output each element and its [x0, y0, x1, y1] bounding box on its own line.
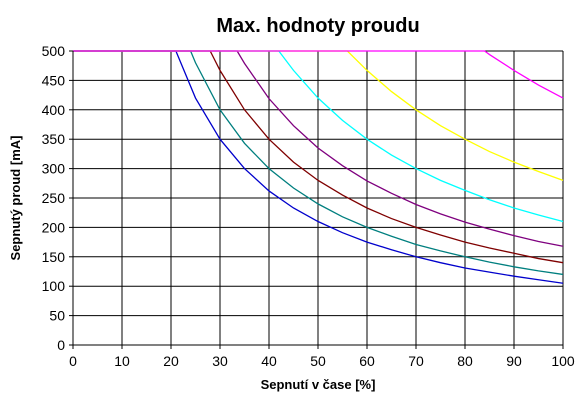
- y-tick-label: 200: [42, 219, 66, 235]
- x-axis-label: Sepnutí v čase [%]: [261, 377, 376, 392]
- series-line-3: [73, 50, 564, 264]
- y-tick-label: 150: [42, 249, 66, 265]
- axes: [69, 50, 564, 349]
- y-tick-labels: 0 50 100 150 200 250 300 350 400 450 500: [42, 43, 66, 353]
- x-tick-label: 40: [261, 353, 277, 369]
- series-line-5: [73, 50, 564, 223]
- y-tick-label: 350: [42, 131, 66, 147]
- y-tick-label: 100: [42, 278, 66, 294]
- series-group: [73, 50, 564, 284]
- y-tick-label: 450: [42, 72, 66, 88]
- x-tick-label: 30: [212, 353, 228, 369]
- series-line-7: [73, 50, 564, 99]
- series-line-2: [73, 50, 564, 276]
- series-line-4: [73, 50, 564, 247]
- x-tick-label: 0: [69, 353, 77, 369]
- y-axis-label: Sepnutý proud [mA]: [8, 136, 23, 261]
- y-tick-label: 400: [42, 102, 66, 118]
- y-tick-label: 50: [49, 308, 65, 324]
- series-line-1: [73, 50, 564, 284]
- x-tick-label: 100: [551, 353, 575, 369]
- y-tick-label: 500: [42, 43, 66, 59]
- x-tick-label: 10: [114, 353, 130, 369]
- x-tick-label: 60: [359, 353, 375, 369]
- series-line-6: [73, 50, 564, 181]
- y-tick-label: 250: [42, 190, 66, 206]
- chart-title: Max. hodnoty proudu: [216, 15, 419, 37]
- x-tick-label: 70: [408, 353, 424, 369]
- y-tick-label: 300: [42, 161, 66, 177]
- x-tick-label: 50: [310, 353, 326, 369]
- x-tick-label: 90: [506, 353, 522, 369]
- x-tick-label: 20: [163, 353, 179, 369]
- y-tick-label: 0: [57, 337, 65, 353]
- gridlines: [72, 50, 564, 346]
- x-tick-label: 80: [457, 353, 473, 369]
- x-tick-labels: 0 10 20 30 40 50 60 70 80 90 100: [69, 353, 575, 369]
